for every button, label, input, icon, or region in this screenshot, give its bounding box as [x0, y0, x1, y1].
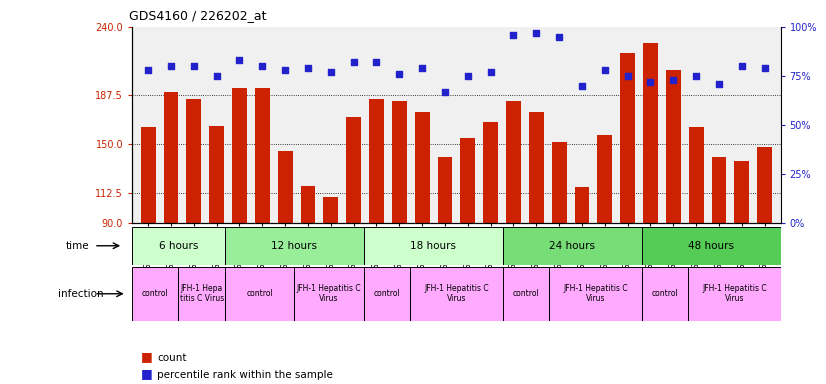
Point	[576, 83, 589, 89]
Text: control: control	[512, 289, 539, 298]
Point	[164, 63, 178, 69]
Text: JFH-1 Hepatitis C
Virus: JFH-1 Hepatitis C Virus	[424, 284, 489, 303]
Point	[667, 77, 680, 83]
Point	[188, 63, 201, 69]
Text: 18 hours: 18 hours	[411, 241, 456, 251]
Bar	[132, 227, 225, 265]
Bar	[369, 99, 384, 223]
Bar	[323, 197, 338, 223]
Bar	[410, 267, 503, 321]
Point	[370, 59, 383, 65]
Point	[301, 65, 315, 71]
Point	[233, 57, 246, 63]
Point	[484, 69, 497, 75]
Point	[141, 67, 154, 73]
Bar	[363, 267, 410, 321]
Text: GDS4160 / 226202_at: GDS4160 / 226202_at	[129, 9, 267, 22]
Bar	[757, 147, 772, 223]
Bar	[506, 101, 521, 223]
Text: percentile rank within the sample: percentile rank within the sample	[157, 370, 333, 380]
Bar	[178, 267, 225, 321]
Bar	[666, 70, 681, 223]
Bar	[549, 267, 642, 321]
Point	[256, 63, 269, 69]
Bar	[483, 122, 498, 223]
Point	[461, 73, 474, 79]
Point	[735, 63, 748, 69]
Bar	[232, 88, 247, 223]
Bar	[529, 112, 544, 223]
Bar	[415, 112, 430, 223]
Bar	[460, 138, 475, 223]
Text: JFH-1 Hepatitis C
Virus: JFH-1 Hepatitis C Virus	[702, 284, 767, 303]
Text: ■: ■	[140, 367, 152, 380]
Bar	[575, 187, 590, 223]
Point	[347, 59, 360, 65]
Bar	[711, 157, 726, 223]
Bar	[209, 126, 224, 223]
Text: control: control	[652, 289, 678, 298]
Bar	[642, 227, 781, 265]
Text: JFH-1 Hepatitis C
Virus: JFH-1 Hepatitis C Virus	[297, 284, 361, 303]
Bar	[294, 267, 363, 321]
Point	[690, 73, 703, 79]
Bar	[346, 117, 361, 223]
Point	[507, 31, 520, 38]
Text: 12 hours: 12 hours	[271, 241, 317, 251]
Bar	[255, 88, 270, 223]
Bar	[225, 227, 363, 265]
Bar	[688, 267, 781, 321]
Bar	[438, 157, 453, 223]
Bar	[301, 186, 316, 223]
Bar	[187, 99, 202, 223]
Bar	[164, 92, 178, 223]
Text: ■: ■	[140, 350, 152, 363]
Bar	[620, 53, 635, 223]
Point	[210, 73, 223, 79]
Text: control: control	[246, 289, 273, 298]
Point	[598, 67, 611, 73]
Point	[415, 65, 429, 71]
Bar	[503, 227, 642, 265]
Bar	[392, 101, 406, 223]
Bar	[552, 142, 567, 223]
Point	[529, 30, 543, 36]
Point	[553, 34, 566, 40]
Point	[643, 79, 657, 85]
Bar	[140, 127, 155, 223]
Text: JFH-1 Hepatitis C
Virus: JFH-1 Hepatitis C Virus	[563, 284, 628, 303]
Text: infection: infection	[58, 289, 103, 299]
Text: 48 hours: 48 hours	[688, 241, 734, 251]
Point	[439, 88, 452, 94]
Point	[758, 65, 771, 71]
Text: time: time	[66, 241, 90, 251]
Text: 24 hours: 24 hours	[549, 241, 596, 251]
Text: control: control	[373, 289, 401, 298]
Text: control: control	[142, 289, 169, 298]
Point	[621, 73, 634, 79]
Bar	[225, 267, 294, 321]
Bar	[278, 151, 292, 223]
Text: count: count	[157, 353, 187, 363]
Point	[712, 81, 725, 87]
Bar	[643, 43, 657, 223]
Text: 6 hours: 6 hours	[159, 241, 198, 251]
Point	[324, 69, 337, 75]
Bar	[734, 161, 749, 223]
Bar	[642, 267, 688, 321]
Point	[392, 71, 406, 77]
Point	[278, 67, 292, 73]
Text: JFH-1 Hepa
titis C Virus: JFH-1 Hepa titis C Virus	[179, 284, 224, 303]
Bar	[503, 267, 549, 321]
Bar	[597, 135, 612, 223]
Bar	[132, 267, 178, 321]
Bar	[689, 127, 704, 223]
Bar	[363, 227, 503, 265]
